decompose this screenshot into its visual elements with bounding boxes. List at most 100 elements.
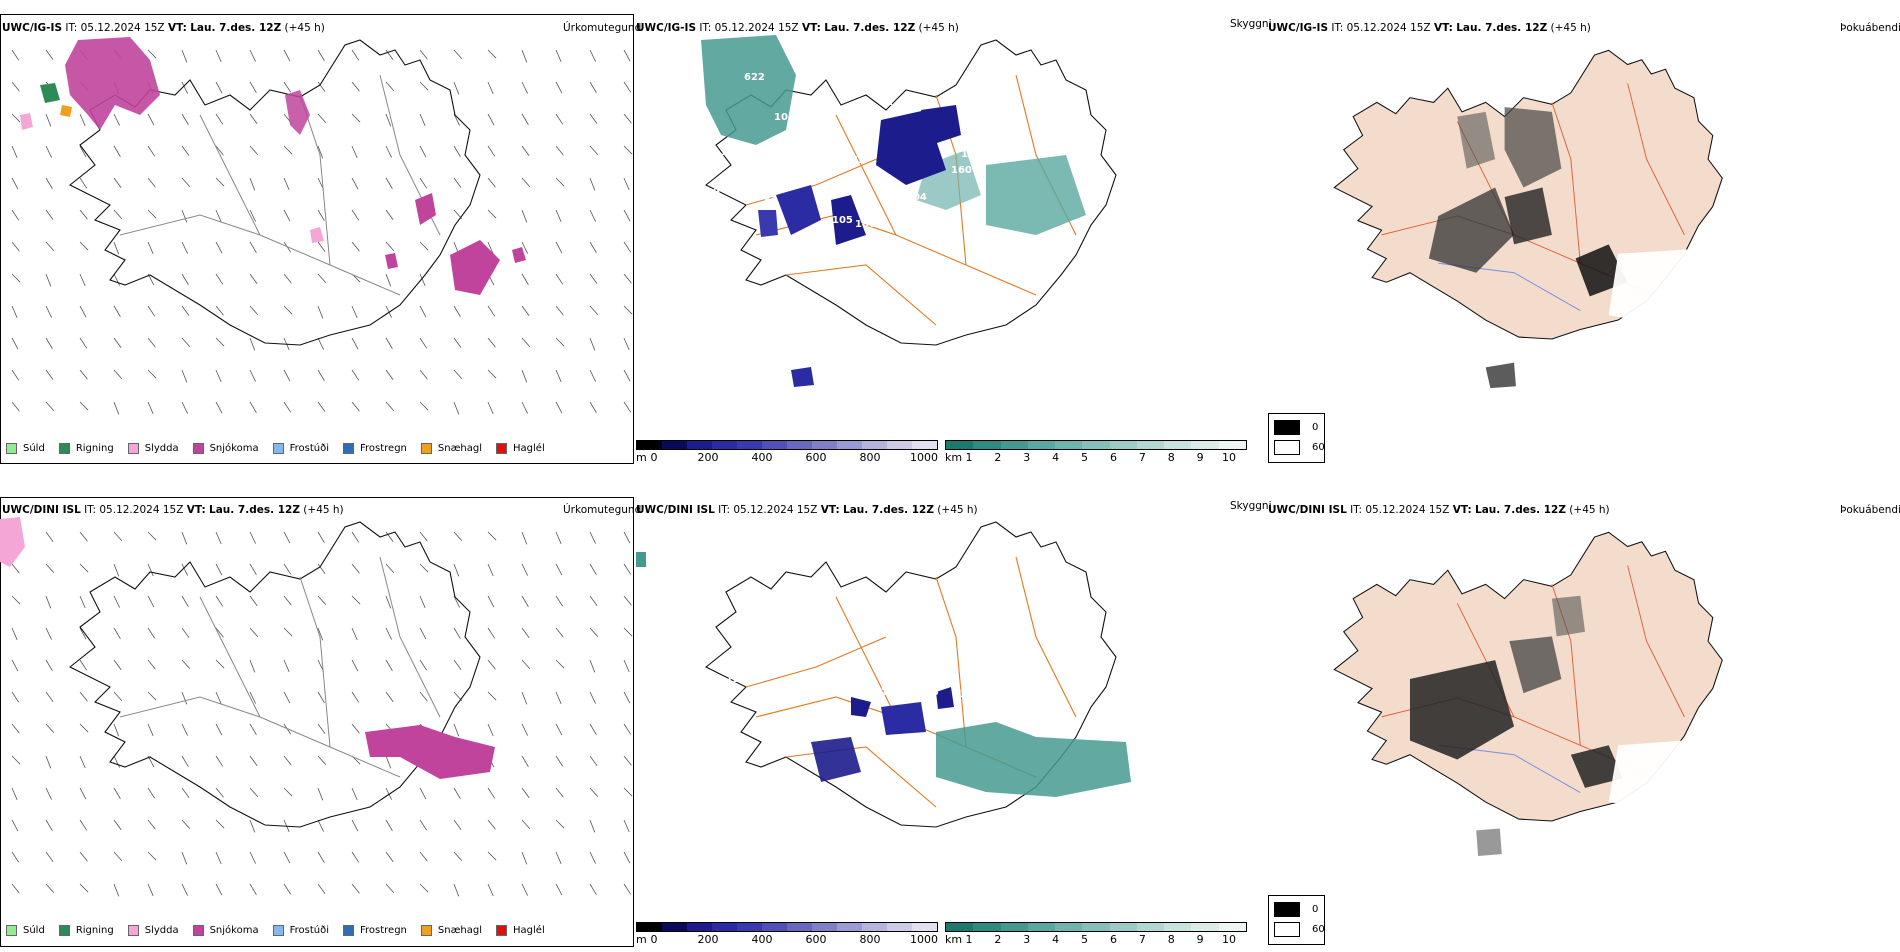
wind-barb [147,691,157,701]
wind-barb [555,337,565,347]
wind-barb [45,595,52,609]
wind-barb [487,531,497,541]
wind-barb [45,209,54,221]
fog-map-2 [1333,531,1723,856]
wind-barb [555,401,563,414]
wind-barb [249,883,257,895]
colorbar-tick: 3 [1023,451,1031,464]
wind-barb [623,49,631,62]
wind-barb [453,627,461,639]
wind-barb [113,241,120,255]
wind-barb [11,851,20,863]
legend-item: Rigning [58,443,114,454]
wind-barb [589,337,596,351]
cloudbase-label: 13 [726,674,740,685]
colorbar-tick: 0 [650,933,658,946]
wind-barb [623,113,632,124]
wind-barb [317,627,324,641]
wind-barb [11,113,21,123]
wind-barb [453,883,460,897]
wind-barb [215,723,223,736]
wind-barb [79,531,88,542]
precip-patches [0,517,495,779]
wind-barb [419,49,428,60]
wind-barb [623,305,633,315]
wind-barb [487,563,494,577]
wind-barb [249,531,256,544]
fog-legend-1: 0 60 [1268,413,1325,463]
wind-barb [249,659,256,673]
colorbar-unit: km [945,451,963,464]
wind-barb [317,531,325,543]
wind-barb [385,659,393,671]
wind-barb [113,723,120,737]
wind-barb [623,883,632,895]
colorbar-tick: 8 [1167,933,1175,946]
wind-barb [385,49,394,61]
wind-barb [317,273,327,284]
colorbar-tick: 0 [650,451,658,464]
legend-swatch [420,443,432,454]
wind-barb [385,241,395,252]
wind-barb [487,595,495,608]
legend-item: Frostregn [343,925,407,936]
fog-legend-swatch [1274,922,1300,937]
wind-barb [181,177,191,188]
wind-barb [147,209,157,219]
wind-barb [317,209,325,221]
wind-barb [555,787,564,798]
wind-barb [317,563,326,575]
legend-label: Súld [23,443,45,454]
wind-barb [589,273,598,285]
wind-barb [351,883,360,894]
wind-barb [113,883,120,897]
wind-barb [453,81,460,95]
fog-white-patches [1608,249,1713,325]
wind-barb [11,337,19,350]
wind-barb [623,145,633,155]
wind-barb [249,369,256,382]
precip-panel-frame-2 [0,497,634,947]
legend-label: Haglél [513,443,545,454]
wind-barb [317,595,327,606]
wind-barb [249,595,258,607]
wind-barb [215,659,225,669]
wind-barb [351,659,359,672]
wind-barb [283,145,293,155]
wind-barb [11,401,20,412]
wind-barb [79,723,89,733]
wind-barb [351,49,360,61]
visibility-colorbar-2: km 1 2 3 4 5 6 7 8 9 10 [945,922,1247,952]
wind-barb [113,627,121,639]
wind-barb [147,723,154,737]
wind-barb [453,369,463,380]
wind-barb [317,787,324,801]
wind-barb [317,691,325,703]
wind-barb [589,369,596,382]
wind-barb [147,531,157,541]
wind-barb [113,787,121,799]
wind-barb [249,273,258,285]
wind-barb [351,691,360,703]
wind-barb [317,819,324,832]
wind-barb [215,241,223,254]
wind-barb [215,401,223,414]
wind-barb [11,883,20,894]
fog-legend-label: 60 [1312,924,1325,935]
colorbar-tick: 1000 [910,451,938,464]
wind-barb [147,819,156,830]
wind-barb [181,627,190,639]
wind-barb [555,305,564,316]
wind-barb [555,851,562,865]
wind-barb [521,177,531,188]
wind-barb [487,81,494,95]
vis-title-1: Skyggni [1230,18,1272,30]
cloudbase-colorbar-1: m 0 200 400 600 800 1000 [636,440,938,470]
wind-barb [555,723,563,736]
wind-barb [215,691,222,705]
wind-barb [521,145,530,157]
wind-barb [589,209,596,222]
colorbar-strip [945,922,1247,932]
wind-barb [11,177,19,190]
